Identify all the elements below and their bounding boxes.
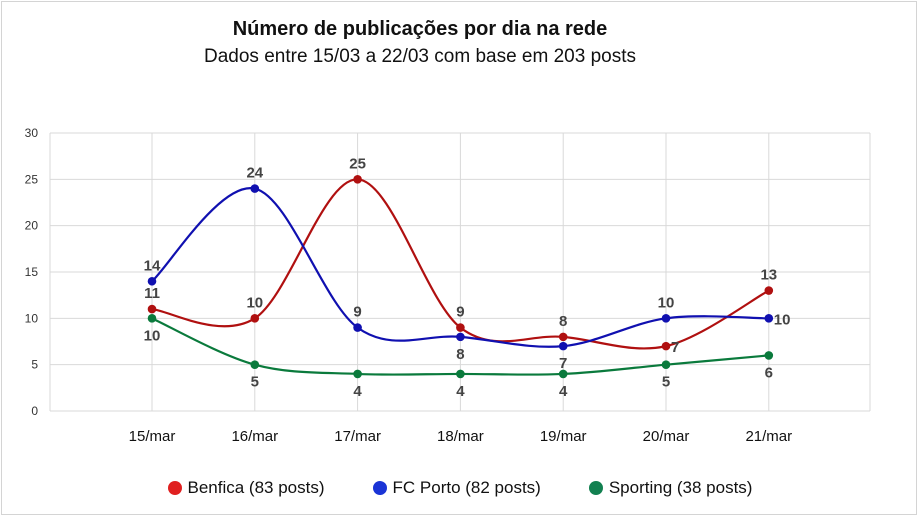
series-points — [147, 175, 774, 379]
data-point-benfica — [558, 332, 568, 342]
data-label-fc-porto: 9 — [353, 304, 361, 321]
data-point-sporting — [456, 369, 465, 379]
data-point-benfica — [147, 304, 157, 314]
data-point-fc-porto — [661, 314, 671, 323]
data-label-fc-porto: 7 — [559, 355, 567, 372]
data-label-benfica: 25 — [349, 155, 366, 172]
data-point-benfica — [456, 323, 465, 332]
data-point-sporting — [661, 360, 671, 369]
data-label-fc-porto: 10 — [774, 311, 791, 328]
x-tick-label: 16/mar — [231, 428, 278, 445]
data-point-benfica — [661, 341, 671, 351]
data-label-fc-porto: 8 — [456, 346, 464, 363]
data-label-benfica: 11 — [144, 285, 160, 302]
y-tick-label: 25 — [25, 172, 39, 186]
data-label-sporting: 10 — [144, 327, 161, 344]
data-point-benfica — [353, 175, 362, 184]
data-point-sporting — [558, 369, 568, 379]
legend-label-sporting: Sporting (38 posts) — [608, 478, 753, 497]
data-label-fc-porto: 24 — [246, 165, 263, 182]
data-point-fc-porto — [353, 323, 362, 332]
data-point-sporting — [764, 351, 774, 360]
data-label-sporting: 4 — [353, 383, 362, 400]
chart-subtitle: Dados entre 15/03 a 22/03 com base em 20… — [204, 46, 636, 67]
data-label-fc-porto: 10 — [658, 294, 675, 311]
y-tick-label: 0 — [31, 404, 38, 418]
data-point-benfica — [764, 286, 774, 295]
data-point-fc-porto — [456, 332, 465, 342]
data-label-benfica: 10 — [246, 294, 263, 311]
data-label-sporting: 5 — [662, 374, 670, 391]
data-point-fc-porto — [147, 276, 157, 286]
x-tick-label: 15/mar — [129, 428, 176, 445]
legend-item-benfica: Benfica (83 posts) — [167, 478, 325, 498]
x-tick-label: 19/mar — [540, 428, 587, 445]
x-tick-label: 17/mar — [334, 428, 381, 445]
data-label-sporting: 4 — [456, 383, 465, 400]
legend-label-benfica: Benfica (83 posts) — [187, 478, 325, 497]
data-label-benfica: 13 — [760, 267, 777, 284]
y-axis: 0 5 10 15 20 25 30 — [25, 126, 39, 418]
x-tick-label: 18/mar — [437, 428, 484, 445]
legend-item-fc-porto: FC Porto (82 posts) — [372, 478, 541, 498]
legend-marker-benfica — [167, 481, 182, 495]
chart-header: Número de publicações por dia na rede Da… — [0, 16, 840, 70]
data-label-benfica: 9 — [456, 304, 464, 321]
x-tick-label: 21/mar — [745, 428, 792, 445]
data-labels: 11 10 25 9 8 7 13 14 24 9 8 7 10 10 10 5 4 4 4 5 6 — [144, 155, 791, 400]
data-point-fc-porto — [764, 314, 774, 323]
grid-lines — [49, 132, 871, 412]
legend-marker-sporting — [588, 481, 603, 495]
data-label-sporting: 6 — [765, 364, 773, 381]
data-point-fc-porto — [558, 341, 568, 351]
data-point-benfica — [250, 314, 260, 323]
legend-label-fc-porto: FC Porto (82 posts) — [392, 478, 541, 497]
data-point-fc-porto — [250, 184, 260, 193]
y-tick-label: 30 — [25, 126, 39, 140]
data-label-sporting: 5 — [251, 374, 259, 391]
legend-item-sporting: Sporting (38 posts) — [588, 478, 753, 498]
data-label-benfica: 7 — [671, 339, 679, 356]
y-tick-label: 5 — [31, 358, 38, 372]
legend: Benfica (83 posts) FC Porto (82 posts) S… — [0, 476, 920, 500]
data-point-sporting — [147, 314, 157, 323]
x-tick-label: 20/mar — [643, 428, 690, 445]
data-point-sporting — [353, 369, 362, 379]
legend-marker-fc-porto — [372, 481, 387, 495]
data-point-sporting — [250, 360, 260, 369]
y-tick-label: 15 — [25, 265, 39, 279]
data-label-fc-porto: 14 — [144, 257, 161, 274]
chart-title: Número de publicações por dia na rede — [232, 18, 608, 40]
y-tick-label: 20 — [25, 219, 39, 233]
data-label-benfica: 8 — [559, 313, 567, 330]
y-tick-label: 10 — [25, 311, 39, 325]
data-label-sporting: 4 — [559, 383, 568, 400]
x-axis: 15/mar 16/mar 17/mar 18/mar 19/mar 20/mar 21/m… — [129, 428, 792, 445]
